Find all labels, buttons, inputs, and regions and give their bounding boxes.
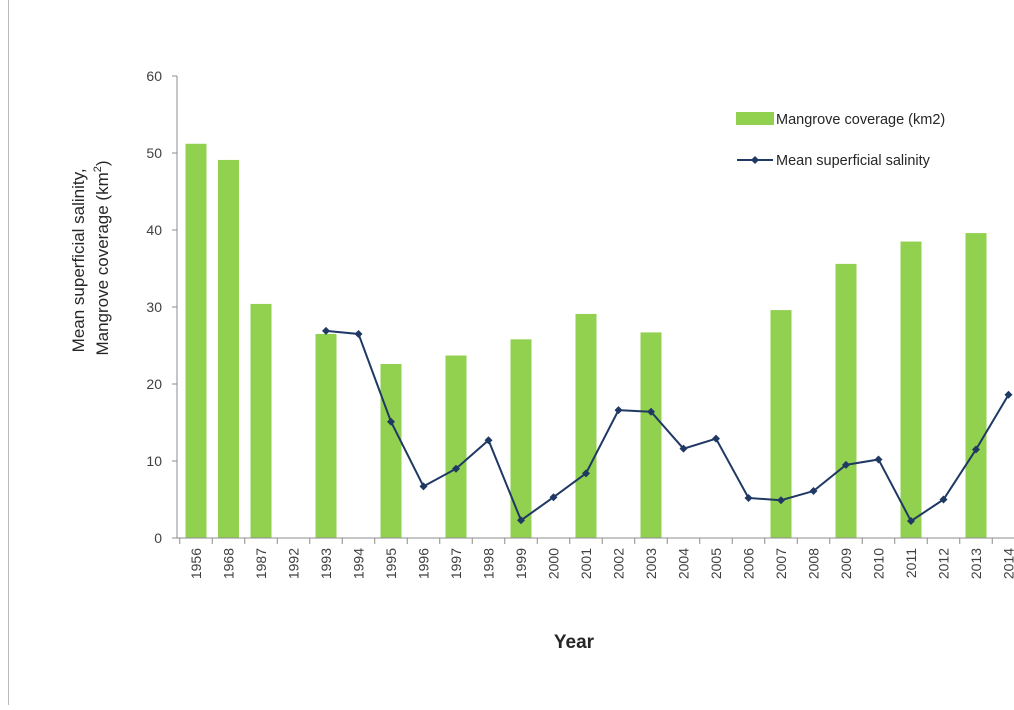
bar-1997: [446, 356, 467, 538]
x-tick-label: 2003: [643, 548, 659, 579]
bar-1987: [251, 304, 272, 538]
legend-bar-label: Mangrove coverage (km2): [776, 112, 945, 128]
x-tick-label: 1987: [253, 548, 269, 579]
bar-1995: [381, 364, 402, 538]
x-tick-label: 2013: [968, 548, 984, 579]
legend-line-marker: [751, 156, 759, 164]
x-tick-label: 1996: [416, 548, 432, 579]
bar-1968: [218, 160, 239, 538]
legend: Mangrove coverage (km2) Mean superficial…: [736, 112, 945, 169]
bar-2011: [901, 242, 922, 538]
bar-1956: [186, 144, 207, 538]
x-tick-label: 2011: [903, 548, 919, 578]
point-1994: [355, 330, 363, 338]
bar-2009: [836, 264, 857, 538]
x-tick-label: 2009: [838, 548, 854, 579]
x-tick-label: 2005: [708, 548, 724, 579]
x-tick-label: 1998: [481, 548, 497, 579]
x-tick-label: 2008: [806, 548, 822, 579]
y-axis-title-line2: Mangrove coverage (km2): [92, 160, 112, 355]
x-tick-label: 2010: [871, 548, 887, 579]
x-tick-label: 2007: [773, 548, 789, 579]
x-tick-label: 2006: [741, 548, 757, 579]
y-tick-label: 50: [146, 145, 162, 161]
bars-layer: [186, 144, 987, 538]
y-axis-title-text: Mangrove coverage (km: [93, 172, 112, 355]
legend-bar-swatch: [736, 112, 774, 125]
legend-line-label: Mean superficial salinity: [776, 153, 931, 169]
point-2005: [712, 435, 720, 443]
x-tick-label: 1994: [351, 548, 367, 579]
bar-2001: [576, 314, 597, 538]
x-tick-label: 1995: [383, 548, 399, 579]
y-axis-title: Mean superficial salinity, Mangrove cove…: [69, 160, 112, 355]
y-tick-label: 40: [146, 222, 162, 238]
point-1993: [322, 327, 330, 335]
y-axis-title-line1: Mean superficial salinity,: [69, 168, 88, 352]
x-tick-label: 1992: [286, 548, 302, 579]
bar-2013: [966, 233, 987, 538]
x-tick-label: 1997: [448, 548, 464, 579]
x-tick-label: 1956: [188, 548, 204, 579]
bar-2003: [641, 332, 662, 538]
x-tick-label: 2014: [1001, 548, 1014, 579]
x-tick-label: 1999: [513, 548, 529, 579]
x-tick-label: 2004: [676, 548, 692, 579]
left-divider: [8, 0, 9, 705]
y-tick-label: 20: [146, 376, 162, 392]
x-tick-label: 1993: [318, 548, 334, 579]
y-tick-label: 0: [154, 530, 162, 546]
y-tick-label: 60: [146, 68, 162, 84]
point-2002: [615, 406, 623, 414]
x-tick-label: 2002: [611, 548, 627, 579]
point-2010: [875, 455, 883, 463]
bar-1993: [316, 334, 337, 538]
y-tick-label: 30: [146, 299, 162, 315]
x-tick-labels: 1956 1968 1987 1992 1993 1994 1995 1996 1997 1998…: [188, 548, 1014, 579]
x-tick-label: 2012: [936, 548, 952, 579]
x-tick-label: 2000: [546, 548, 562, 579]
x-tick-label: 1968: [221, 548, 237, 579]
x-tick-label: 2001: [578, 548, 594, 579]
y-axis-title-close: ): [93, 160, 112, 166]
point-2006: [745, 494, 753, 502]
point-1996: [420, 482, 428, 490]
bar-1999: [511, 339, 532, 538]
y-tick-labels: 0 10 20 30 40 50 60: [146, 68, 162, 546]
y-tick-label: 10: [146, 453, 162, 469]
x-axis-title: Year: [554, 632, 595, 653]
